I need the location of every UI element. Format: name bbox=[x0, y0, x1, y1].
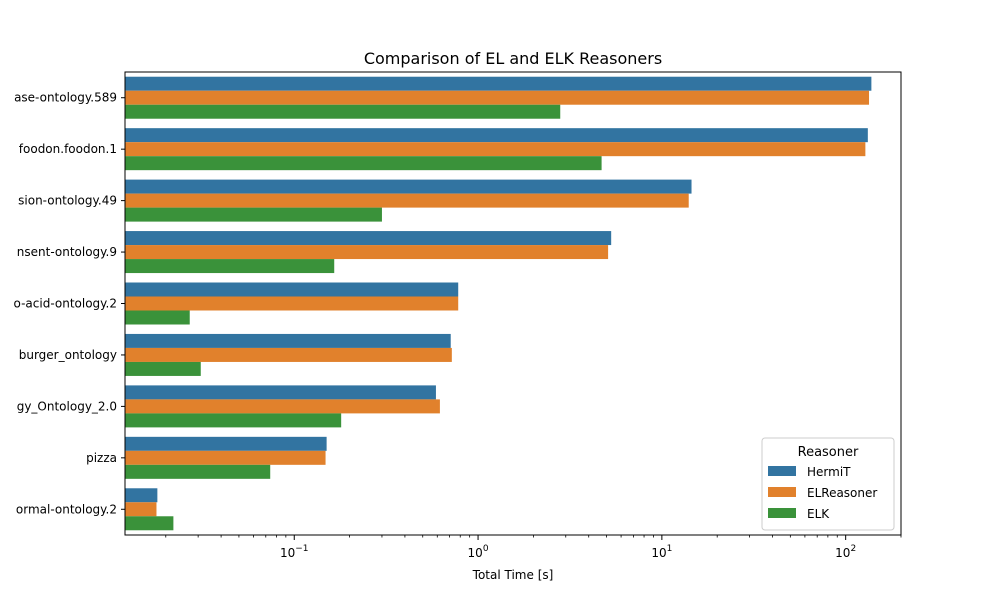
x-axis: 10−1 100 101 102 bbox=[165, 535, 902, 560]
bar-elk-sion-ontology-49 bbox=[125, 207, 382, 222]
legend-items: HermiT ELReasoner ELK bbox=[768, 465, 877, 521]
x-tick-label: 102 bbox=[835, 544, 856, 560]
bar-elk-foodon-foodon-1 bbox=[125, 156, 602, 171]
bar-hermit-pizza bbox=[125, 436, 327, 451]
bar-elk-gy-ontology-2-0 bbox=[125, 413, 342, 428]
legend-swatch-elreasoner bbox=[768, 487, 796, 497]
y-tick-label: nsent-ontology.9 bbox=[17, 245, 117, 259]
bar-elreasoner-o-acid-ontology-2 bbox=[125, 296, 459, 311]
bars-group bbox=[125, 76, 872, 531]
bar-elreasoner-nsent-ontology-9 bbox=[125, 245, 609, 260]
legend-label-elk: ELK bbox=[807, 507, 830, 521]
bar-hermit-nsent-ontology-9 bbox=[125, 231, 612, 246]
y-tick-label: sion-ontology.49 bbox=[18, 194, 117, 208]
bar-elreasoner-sion-ontology-49 bbox=[125, 193, 689, 208]
bar-elk-burger-ontology bbox=[125, 361, 201, 376]
y-tick-label: gy_Ontology_2.0 bbox=[17, 399, 117, 413]
legend-box bbox=[761, 437, 895, 531]
legend-swatch-elk bbox=[768, 508, 796, 518]
bar-elreasoner-gy-ontology-2-0 bbox=[125, 399, 440, 414]
y-tick-label: ormal-ontology.2 bbox=[16, 502, 117, 516]
y-tick-label: o-acid-ontology.2 bbox=[14, 297, 117, 311]
bar-elreasoner-foodon-foodon-1 bbox=[125, 142, 866, 157]
bar-hermit-o-acid-ontology-2 bbox=[125, 282, 459, 297]
y-tick-label: ase-ontology.589 bbox=[14, 91, 117, 105]
legend: Reasoner HermiT ELReasoner ELK bbox=[761, 437, 895, 531]
bar-elreasoner-ase-ontology-589 bbox=[125, 90, 870, 105]
y-tick-label: burger_ontology bbox=[19, 348, 117, 362]
bar-hermit-ase-ontology-589 bbox=[125, 76, 872, 91]
y-tick-label: foodon.foodon.1 bbox=[19, 142, 117, 156]
bar-elk-pizza bbox=[125, 464, 271, 479]
bar-elk-nsent-ontology-9 bbox=[125, 259, 335, 274]
bar-hermit-foodon-foodon-1 bbox=[125, 128, 868, 143]
legend-swatch-hermit bbox=[768, 466, 796, 476]
bar-hermit-gy-ontology-2-0 bbox=[125, 385, 436, 400]
x-tick-label: 100 bbox=[468, 544, 489, 560]
bar-elreasoner-pizza bbox=[125, 450, 326, 465]
legend-title: Reasoner bbox=[798, 445, 859, 460]
legend-label-elreasoner: ELReasoner bbox=[807, 486, 877, 500]
bar-elk-ormal-ontology-2 bbox=[125, 516, 174, 531]
y-tick-label: pizza bbox=[86, 451, 117, 465]
x-tick-label: 101 bbox=[651, 544, 672, 560]
y-axis: ase-ontology.589 foodon.foodon.1 sion-onto… bbox=[14, 91, 125, 516]
bar-elk-o-acid-ontology-2 bbox=[125, 310, 190, 325]
x-axis-label: Total Time [s] bbox=[472, 568, 554, 582]
chart-title: Comparison of EL and ELK Reasoners bbox=[364, 49, 662, 68]
bar-elk-ase-ontology-589 bbox=[125, 104, 561, 119]
bar-hermit-burger-ontology bbox=[125, 333, 451, 348]
bar-hermit-sion-ontology-49 bbox=[125, 179, 692, 194]
bar-elreasoner-ormal-ontology-2 bbox=[125, 502, 157, 517]
bar-hermit-ormal-ontology-2 bbox=[125, 488, 158, 503]
legend-label-hermit: HermiT bbox=[807, 465, 851, 479]
x-tick-label: 10−1 bbox=[280, 544, 309, 560]
bar-elreasoner-burger-ontology bbox=[125, 347, 452, 362]
